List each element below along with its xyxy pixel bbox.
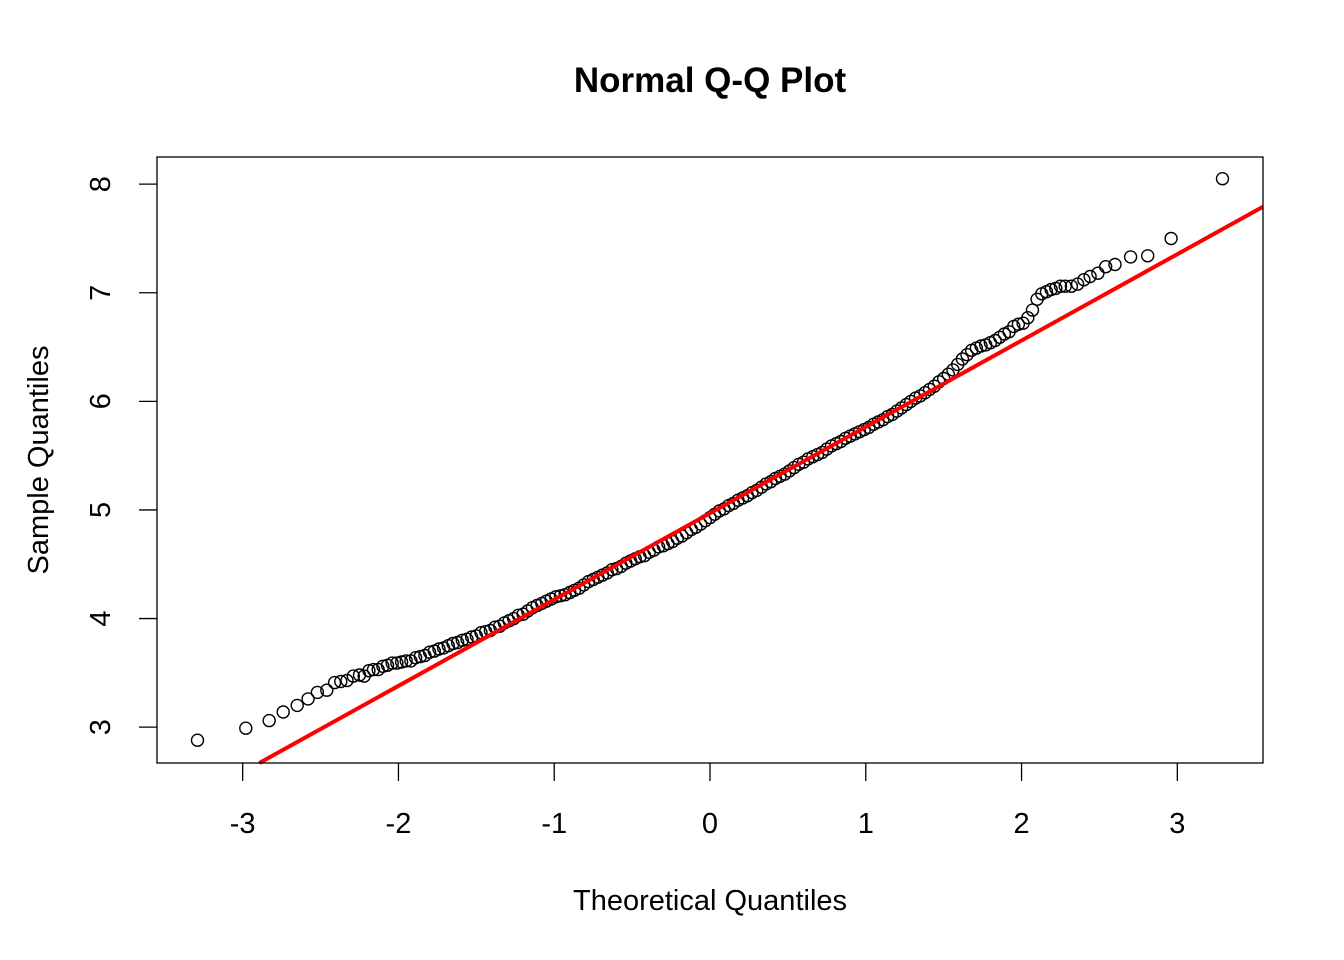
- data-point: [553, 589, 568, 603]
- y-tick-label: 5: [85, 502, 117, 518]
- y-tick-label: 8: [85, 176, 117, 192]
- data-point: [301, 692, 315, 706]
- x-tick-label: 3: [1169, 808, 1185, 840]
- data-point: [955, 352, 970, 366]
- data-point: [960, 348, 974, 362]
- data-point: [422, 645, 437, 659]
- data-point: [366, 662, 381, 677]
- data-point: [1053, 279, 1068, 293]
- data-point: [1064, 279, 1079, 293]
- data-point: [1011, 317, 1026, 331]
- y-axis-label: Sample Quantiles: [23, 346, 55, 575]
- data-point: [390, 656, 404, 670]
- data-point: [408, 651, 423, 665]
- data-point: [376, 659, 390, 673]
- data-point: [290, 698, 304, 713]
- x-tick-label: 2: [1013, 808, 1029, 840]
- data-point: [276, 705, 290, 719]
- data-point: [432, 642, 446, 656]
- data-point: [1123, 250, 1138, 264]
- x-tick-label: -1: [541, 808, 567, 840]
- data-point: [1098, 260, 1113, 274]
- data-point: [310, 685, 325, 700]
- x-tick-label: 0: [702, 808, 718, 840]
- x-axis-label: Theoretical Quantiles: [573, 885, 847, 917]
- x-tick-label: -2: [386, 808, 412, 840]
- chart-title: Normal Q-Q Plot: [574, 61, 847, 100]
- data-point: [1164, 231, 1178, 246]
- data-point: [455, 633, 469, 647]
- data-point: [1091, 266, 1105, 280]
- data-point: [385, 656, 399, 670]
- data-point: [239, 721, 253, 735]
- data-point: [394, 655, 409, 669]
- reference-line-layer: [258, 204, 1264, 765]
- y-tick-label: 3: [85, 719, 117, 735]
- data-point: [1108, 257, 1122, 272]
- reference-line: [258, 204, 1264, 765]
- data-point: [362, 664, 376, 678]
- data-point: [346, 669, 360, 683]
- data-point: [1021, 311, 1035, 325]
- plot-frame: [156, 156, 1264, 764]
- x-tick-label: -3: [230, 808, 256, 840]
- data-point: [1140, 249, 1155, 263]
- data-point: [334, 674, 348, 689]
- data-point: [974, 339, 988, 353]
- data-point: [1058, 279, 1072, 293]
- data-point: [399, 654, 413, 668]
- data-point: [262, 713, 276, 728]
- data-point: [1215, 171, 1230, 186]
- data-point: [190, 733, 205, 747]
- y-tick-label: 6: [85, 393, 117, 409]
- y-tick-label: 7: [85, 285, 117, 301]
- data-point: [320, 683, 334, 697]
- x-axis: -3 -2 -1 0 1 2 3: [230, 763, 1185, 840]
- x-tick-label: 1: [858, 808, 874, 840]
- data-point: [446, 636, 460, 651]
- y-axis: 3 4 5 6 7 8: [85, 176, 157, 735]
- data-point: [1077, 273, 1091, 287]
- points-layer: [190, 171, 1230, 747]
- data-point: [1044, 282, 1058, 297]
- y-tick-label: 4: [85, 610, 117, 626]
- data-point: [327, 675, 342, 690]
- data-point: [1083, 269, 1097, 284]
